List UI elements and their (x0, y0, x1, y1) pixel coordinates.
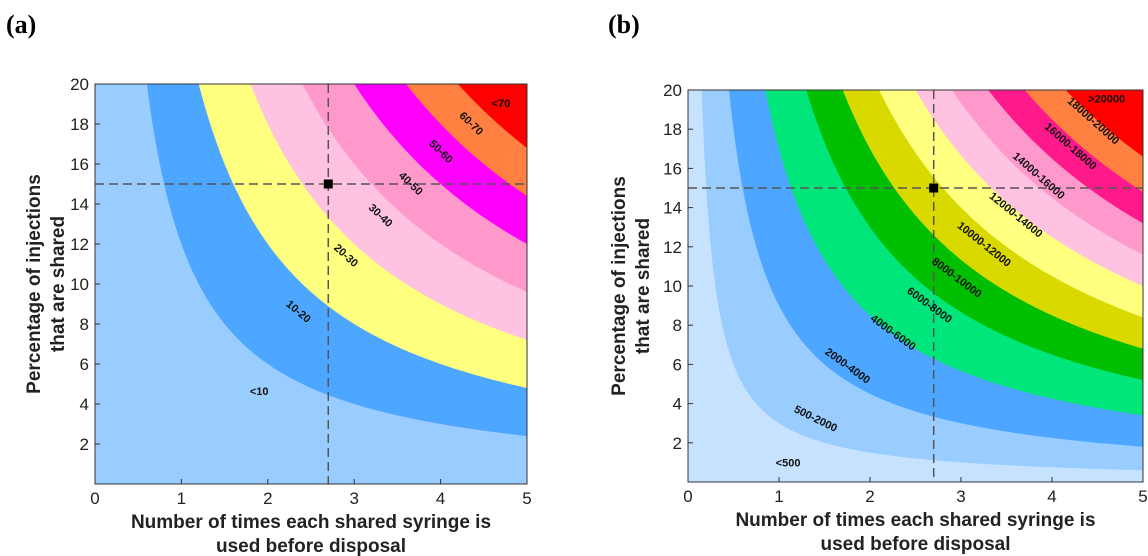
y-tick-label: 20 (663, 81, 682, 100)
contour-label: >20000 (1088, 94, 1125, 106)
y-tick-label: 18 (70, 115, 89, 134)
y-tick-label: 4 (673, 395, 682, 414)
x-axis-label: Number of times each shared syringe is (131, 512, 491, 533)
y-tick-label: 2 (673, 434, 682, 453)
reference-point-marker (323, 179, 333, 189)
y-tick-label: 16 (663, 159, 682, 178)
contour-label: <500 (776, 457, 801, 469)
y-tick-label: 2 (80, 435, 89, 454)
y-tick-label: 8 (80, 315, 89, 334)
x-tick-label: 5 (1138, 487, 1147, 506)
y-axis-label: Percentage of injections (609, 176, 630, 396)
x-tick-label: 3 (349, 489, 358, 508)
y-tick-label: 16 (70, 155, 89, 174)
x-tick-label: 2 (263, 489, 272, 508)
y-tick-label: 10 (70, 275, 89, 294)
contour-label: <70 (492, 98, 511, 110)
y-tick-label: 20 (70, 75, 89, 94)
x-tick-label: 4 (1047, 487, 1056, 506)
y-tick-label: 14 (70, 195, 89, 214)
x-tick-label: 2 (865, 487, 874, 506)
contour-label: <10 (250, 386, 269, 398)
y-tick-label: 4 (80, 395, 89, 414)
band-0 (688, 90, 1143, 482)
y-tick-label: 12 (70, 235, 89, 254)
x-tick-label: 5 (522, 489, 531, 508)
y-tick-label: 10 (663, 277, 682, 296)
x-tick-label: 0 (683, 487, 692, 506)
x-axis-label: Number of times each shared syringe is (735, 510, 1095, 531)
y-tick-label: 14 (663, 199, 682, 218)
y-tick-label: 6 (673, 355, 682, 374)
band-1 (688, 90, 1143, 482)
y-tick-label: 12 (663, 238, 682, 257)
x-tick-label: 1 (774, 487, 783, 506)
x-axis-label: used before disposal (216, 536, 406, 556)
y-tick-label: 8 (673, 316, 682, 335)
x-tick-label: 3 (956, 487, 965, 506)
panel-label-a: (a) (6, 10, 37, 39)
y-tick-label: 18 (663, 120, 682, 139)
x-tick-label: 0 (90, 489, 99, 508)
x-tick-label: 4 (436, 489, 445, 508)
plot-area-1: <500500-20002000-40004000-60006000-80008… (688, 90, 1143, 482)
reference-point-marker (929, 183, 939, 193)
y-axis-label: Percentage of injections (24, 174, 45, 394)
panel-label-b: (b) (608, 10, 640, 39)
y-axis-label: that are shared (633, 218, 654, 354)
y-axis-label: that are shared (48, 216, 69, 352)
band-0 (95, 84, 527, 484)
x-tick-label: 1 (177, 489, 186, 508)
y-tick-label: 6 (80, 355, 89, 374)
x-axis-label: used before disposal (820, 534, 1010, 555)
